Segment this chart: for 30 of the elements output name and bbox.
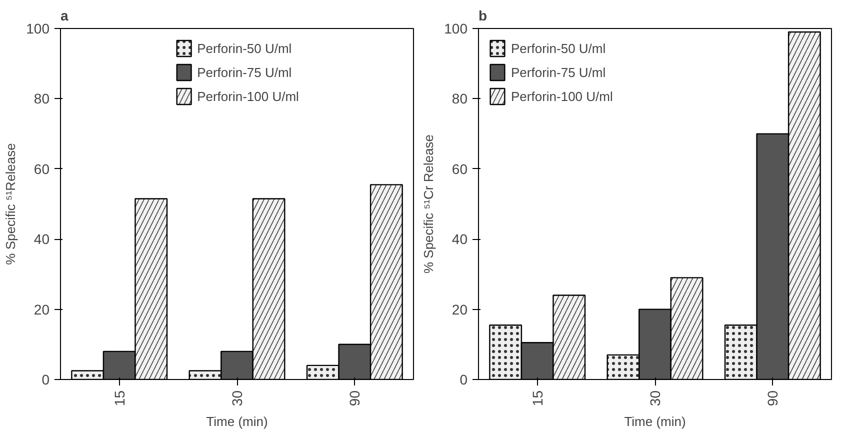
legend-label: Perforin-100 U/ml — [197, 88, 299, 104]
y-tick-label: 80 — [452, 90, 468, 107]
legend-label: Perforin-100 U/ml — [511, 88, 613, 104]
y-tick-label: 20 — [34, 301, 50, 318]
legend-label: Perforin-75 U/ml — [197, 64, 292, 80]
x-tick-label: 15 — [111, 390, 128, 406]
chart-title: b — [478, 8, 488, 24]
y-tick-label: 40 — [452, 231, 468, 248]
legend-label: Perforin-50 U/ml — [197, 40, 292, 56]
x-tick-label: 90 — [764, 390, 781, 406]
y-tick-label: 60 — [34, 160, 50, 177]
x-tick-label: 30 — [647, 390, 663, 406]
y-tick-label: 20 — [452, 301, 468, 318]
y-tick-label: 60 — [452, 160, 468, 177]
x-tick-label: 30 — [229, 390, 245, 406]
y-tick-label: 80 — [34, 90, 50, 107]
chart-title: a — [60, 8, 68, 24]
x-tick-label: 90 — [346, 390, 363, 406]
legend-label: Perforin-75 U/ml — [511, 64, 606, 80]
legend-label: Perforin-50 U/ml — [511, 40, 606, 56]
y-tick-label: 100 — [444, 20, 468, 36]
y-axis-title: % Specific ⁵¹Release — [3, 143, 18, 265]
y-tick-label: 0 — [460, 372, 468, 388]
y-tick-label: 40 — [34, 231, 50, 248]
y-tick-label: 100 — [26, 20, 50, 36]
x-tick-label: 15 — [529, 390, 546, 406]
y-tick-label: 0 — [42, 372, 50, 388]
y-axis-title: % Specific ⁵¹Cr Release — [421, 134, 436, 274]
x-axis-title: Time (min) — [206, 414, 268, 430]
x-axis-title: Time (min) — [624, 414, 686, 430]
